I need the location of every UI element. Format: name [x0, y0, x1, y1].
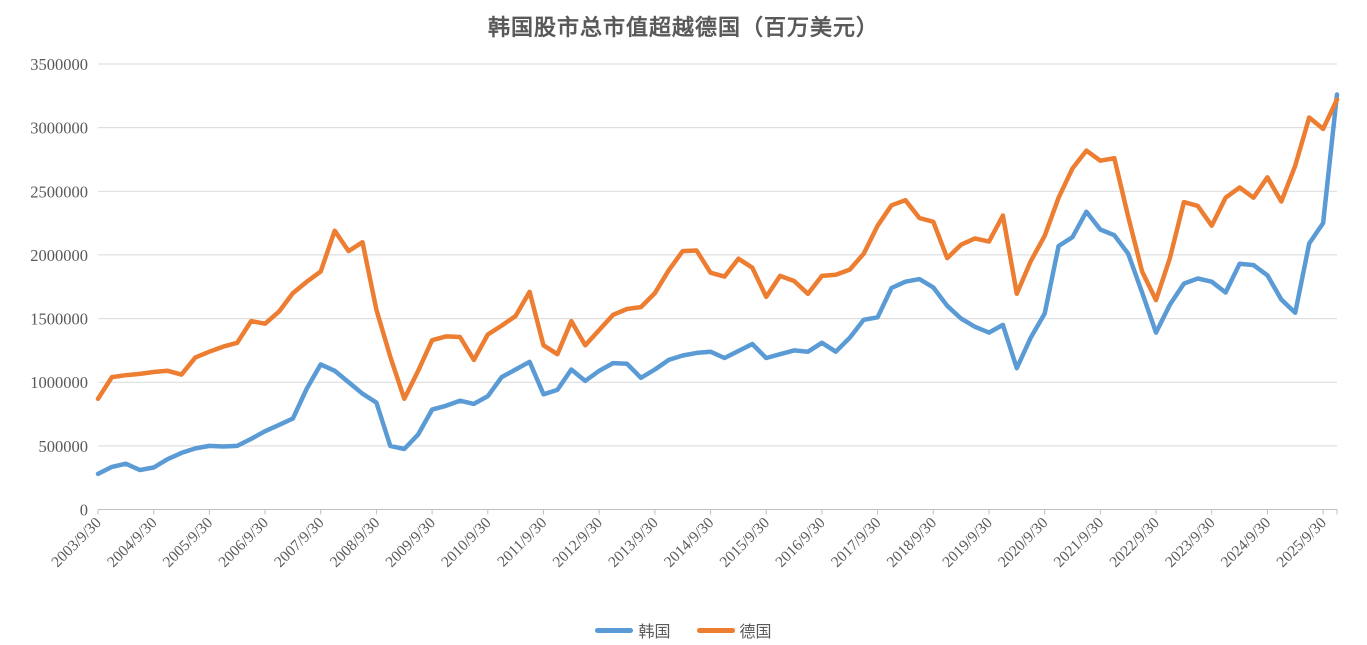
y-axis-label: 3500000	[30, 55, 88, 74]
x-axis-label: 2022/9/30	[1106, 514, 1163, 571]
korea-line-swatch	[595, 627, 634, 633]
x-axis-label: 2014/9/30	[661, 514, 718, 571]
x-axis-label: 2013/9/30	[605, 514, 662, 571]
x-axis-label: 2025/9/30	[1273, 514, 1330, 571]
x-axis-label: 2016/9/30	[772, 514, 829, 571]
x-axis-label: 2012/9/30	[550, 514, 607, 571]
x-axis-label: 2007/9/30	[271, 514, 328, 571]
x-axis-label: 2005/9/30	[160, 514, 217, 571]
legend-item-korea: 韩国	[595, 618, 671, 642]
x-axis-label: 2017/9/30	[828, 514, 885, 571]
x-axis-label: 2008/9/30	[327, 514, 384, 571]
y-axis-label: 0	[80, 501, 88, 520]
x-axis-label: 2011/9/30	[494, 514, 550, 570]
germany-line-swatch	[696, 627, 735, 633]
x-axis-label: 2020/9/30	[995, 514, 1052, 571]
y-axis-label: 2000000	[30, 246, 88, 265]
legend-label-germany: 德国	[739, 624, 772, 641]
germany-series-line	[95, 97, 1340, 402]
y-axis-label: 1000000	[30, 373, 88, 392]
korea-series-line	[95, 92, 1340, 477]
x-axis-label: 2018/9/30	[884, 514, 941, 571]
x-axis-label: 2015/9/30	[717, 514, 774, 571]
x-axis-label: 2003/9/30	[48, 514, 105, 571]
x-axis-label: 2009/9/30	[382, 514, 439, 571]
y-axis-label: 2500000	[30, 182, 88, 201]
x-axis-label: 2019/9/30	[939, 514, 996, 571]
legend: 韩国 德国	[0, 618, 1367, 642]
x-axis-label: 2010/9/30	[438, 514, 495, 571]
y-axis-label: 3000000	[30, 119, 88, 138]
legend-item-germany: 德国	[696, 618, 772, 642]
y-axis-label: 500000	[39, 437, 89, 456]
chart-title: 韩国股市总市值超越德国（百万美元）	[487, 15, 879, 40]
x-axis-label: 2006/9/30	[215, 514, 272, 571]
x-axis-label: 2023/9/30	[1162, 514, 1219, 571]
y-axis-label: 1500000	[30, 310, 88, 329]
x-axis-label: 2004/9/30	[104, 514, 161, 571]
x-axis-label: 2024/9/30	[1218, 514, 1275, 571]
x-axis-label: 2021/9/30	[1051, 514, 1108, 571]
legend-label-korea: 韩国	[638, 624, 671, 641]
